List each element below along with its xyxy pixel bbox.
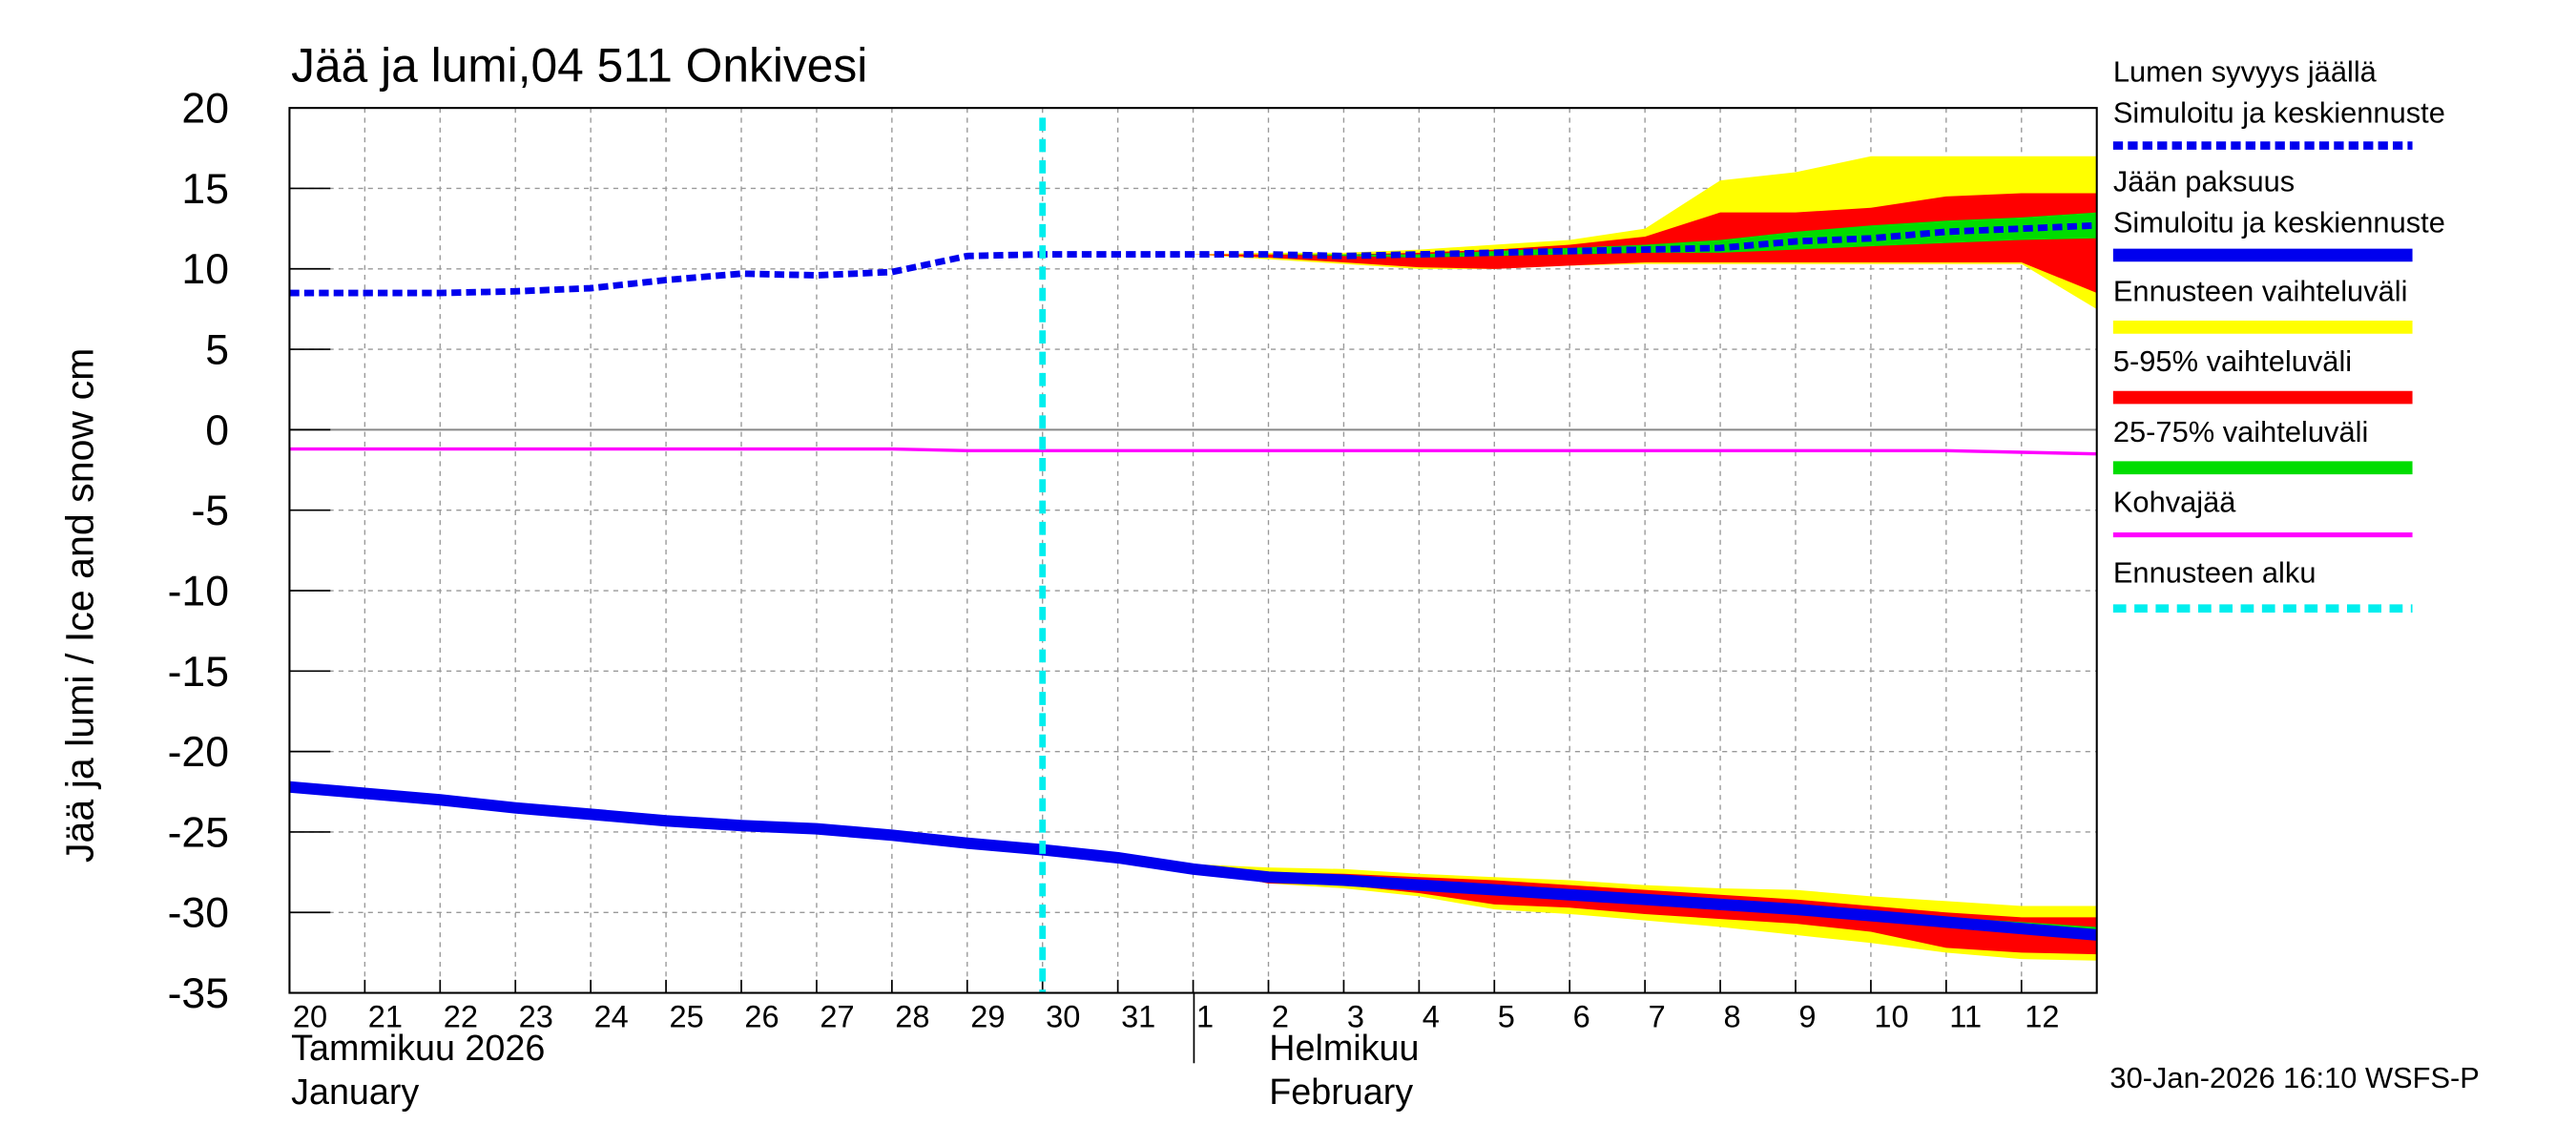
y-tick-label: -25 [168,809,229,856]
legend-label: Lumen syvyys jäällä [2113,55,2378,89]
x-tick-label: 1 [1196,1000,1214,1034]
legend-label: Ennusteen vaihteluväli [2113,274,2408,307]
x-tick-label: 5 [1498,1000,1515,1034]
x-tick-label: 12 [2025,1000,2059,1034]
series-line [289,447,2097,456]
series-line [289,221,2097,297]
x-tick-label: 28 [895,1000,929,1034]
x-tick-label: 7 [1649,1000,1666,1034]
x-tick-label: 6 [1573,1000,1590,1034]
x-tick-label: 10 [1874,1000,1908,1034]
month-label: Helmikuu [1269,1028,1419,1068]
x-tick-label: 8 [1723,1000,1740,1034]
x-tick-label: 22 [444,1000,478,1034]
x-tick-label: 25 [669,1000,703,1034]
month-label: Tammikuu 2026 [291,1028,545,1068]
forecast-band [1193,193,2097,294]
y-tick-label: 20 [181,86,229,133]
footer: 30-Jan-2026 16:10 WSFS-P [2109,1061,2479,1094]
y-tick-label: -35 [168,970,229,1017]
y-tick-label: 10 [181,246,229,293]
x-tick-label: 20 [293,1000,327,1034]
forecast-band [1193,212,2097,258]
x-tick-label: 30 [1046,1000,1080,1034]
series-line [288,781,2098,941]
forecast-band [1193,156,2097,309]
x-tick-label: 24 [594,1000,629,1034]
month-label: February [1269,1072,1413,1112]
y-tick-label: -10 [168,568,229,614]
legend-label: 25-75% vaihteluväli [2113,415,2368,448]
legend-label: 5-95% vaihteluväli [2113,344,2352,378]
x-tick-label: 26 [744,1000,779,1034]
legend-label: Kohvajää [2113,486,2236,519]
x-tick-label: 29 [970,1000,1005,1034]
x-tick-label: 31 [1121,1000,1155,1034]
legend-label: Simuloitu ja keskiennuste [2113,205,2445,239]
plot-frame [288,107,2098,994]
legend-label: Simuloitu ja keskiennuste [2113,96,2445,130]
y-tick-label: -30 [168,890,229,937]
y-tick-label: 5 [205,327,229,374]
x-tick-label: 4 [1423,1000,1440,1034]
chart-title: Jää ja lumi,04 511 Onkivesi [291,39,867,93]
x-tick-label: 27 [820,1000,854,1034]
legend-label: Jään paksuus [2113,165,2295,198]
y-tick-label: 15 [181,166,229,213]
legend-label: Ennusteen alku [2113,555,2316,589]
month-label: January [291,1072,419,1112]
y-tick-label: 0 [205,407,229,454]
x-tick-label: 3 [1347,1000,1364,1034]
y-axis-label: Jää ja lumi / Ice and snow cm [58,348,102,863]
x-tick-label: 23 [519,1000,553,1034]
x-tick-label: 21 [368,1000,403,1034]
x-tick-label: 9 [1798,1000,1816,1034]
x-tick-label: 11 [1949,1000,1982,1034]
y-tick-label: -15 [168,649,229,696]
x-tick-label: 2 [1272,1000,1289,1034]
y-tick-label: -20 [168,729,229,776]
y-tick-label: -5 [191,488,229,534]
